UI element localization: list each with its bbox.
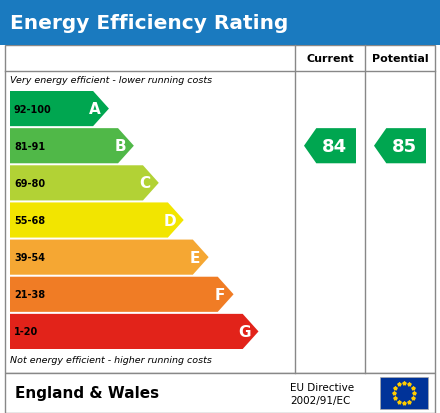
Bar bbox=[5, 46, 435, 373]
Text: 21-38: 21-38 bbox=[14, 290, 45, 299]
Text: B: B bbox=[114, 139, 126, 154]
Text: 1-20: 1-20 bbox=[14, 327, 38, 337]
Text: 85: 85 bbox=[392, 138, 417, 155]
Text: EU Directive: EU Directive bbox=[290, 382, 354, 392]
Text: Not energy efficient - higher running costs: Not energy efficient - higher running co… bbox=[10, 355, 212, 364]
Text: 69-80: 69-80 bbox=[14, 178, 45, 188]
Text: 84: 84 bbox=[322, 138, 347, 155]
Polygon shape bbox=[10, 129, 134, 164]
Bar bbox=[5, 373, 435, 413]
Polygon shape bbox=[374, 129, 426, 164]
Text: Energy Efficiency Rating: Energy Efficiency Rating bbox=[10, 14, 288, 33]
Text: A: A bbox=[89, 102, 101, 117]
Polygon shape bbox=[10, 277, 234, 312]
Text: D: D bbox=[164, 213, 176, 228]
Polygon shape bbox=[10, 166, 159, 201]
Polygon shape bbox=[304, 129, 356, 164]
Text: 92-100: 92-100 bbox=[14, 104, 52, 114]
Bar bbox=[380, 377, 428, 409]
Text: Potential: Potential bbox=[372, 54, 428, 64]
Text: F: F bbox=[215, 287, 225, 302]
Polygon shape bbox=[10, 92, 109, 127]
Text: England & Wales: England & Wales bbox=[15, 386, 159, 401]
Text: Current: Current bbox=[306, 54, 354, 64]
Polygon shape bbox=[10, 240, 209, 275]
Bar bbox=[0, 0, 440, 46]
Text: G: G bbox=[238, 324, 251, 339]
Text: 2002/91/EC: 2002/91/EC bbox=[290, 395, 350, 405]
Text: 81-91: 81-91 bbox=[14, 141, 45, 151]
Text: 55-68: 55-68 bbox=[14, 216, 45, 225]
Text: C: C bbox=[139, 176, 150, 191]
Polygon shape bbox=[10, 203, 184, 238]
Polygon shape bbox=[10, 314, 258, 349]
Text: 39-54: 39-54 bbox=[14, 252, 45, 263]
Text: Very energy efficient - lower running costs: Very energy efficient - lower running co… bbox=[10, 76, 212, 85]
Text: E: E bbox=[190, 250, 200, 265]
